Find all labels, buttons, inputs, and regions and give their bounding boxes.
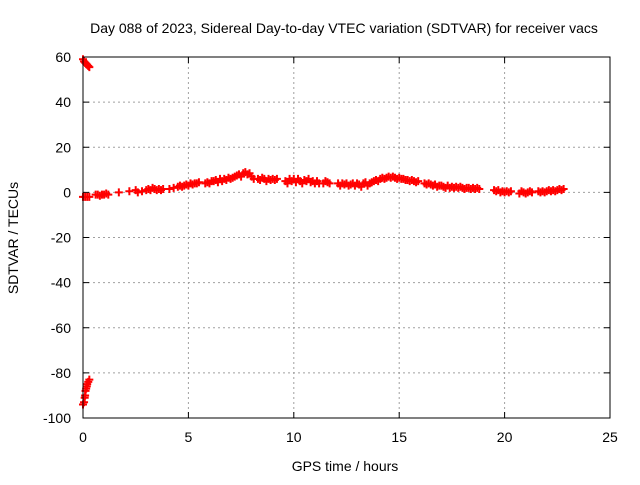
data-point [414,177,423,186]
y-tick-label: -80 [51,365,71,381]
y-axis-label: SDTVAR / TECUs [5,182,21,294]
data-point [506,187,515,196]
x-tick-label: 20 [497,429,513,445]
data-point [84,62,93,71]
y-tick-label: -40 [51,275,71,291]
data-point [528,188,537,197]
y-tick-label: 20 [55,139,71,155]
data-point [169,183,178,192]
x-axis-label: GPS time / hours [292,458,399,474]
data-point [325,179,334,188]
data-point [114,188,123,197]
data-points [79,55,568,409]
data-point [194,178,203,187]
chart-title: Day 088 of 2023, Sidereal Day-to-day VTE… [90,20,598,36]
plot-frame [82,56,611,419]
data-point [125,187,134,196]
data-point [165,184,174,193]
y-tick-label: 40 [55,94,71,110]
data-point [138,187,147,196]
tick-layer: 0 5 10 15 20 25 -100 -80 -60 -40 -20 0 20 40 60 [43,49,618,445]
y-tick-label: -20 [51,230,71,246]
data-point [559,184,568,193]
data-point [85,63,94,72]
data-point [475,184,484,193]
x-tick-label: 10 [286,429,302,445]
x-tick-label: 0 [79,429,87,445]
x-tick-label: 15 [391,429,407,445]
data-point [104,190,113,199]
data-point [85,375,94,384]
data-point [85,192,94,201]
data-point [272,174,281,183]
grid-layer [83,57,610,418]
x-tick-label: 5 [185,429,193,445]
x-tick-label: 25 [602,429,618,445]
y-tick-label: 0 [63,184,71,200]
y-tick-label: -60 [51,320,71,336]
data-point [283,179,292,188]
y-tick-label: -100 [43,410,71,426]
y-tick-label: 60 [55,49,71,65]
data-point [133,188,142,197]
